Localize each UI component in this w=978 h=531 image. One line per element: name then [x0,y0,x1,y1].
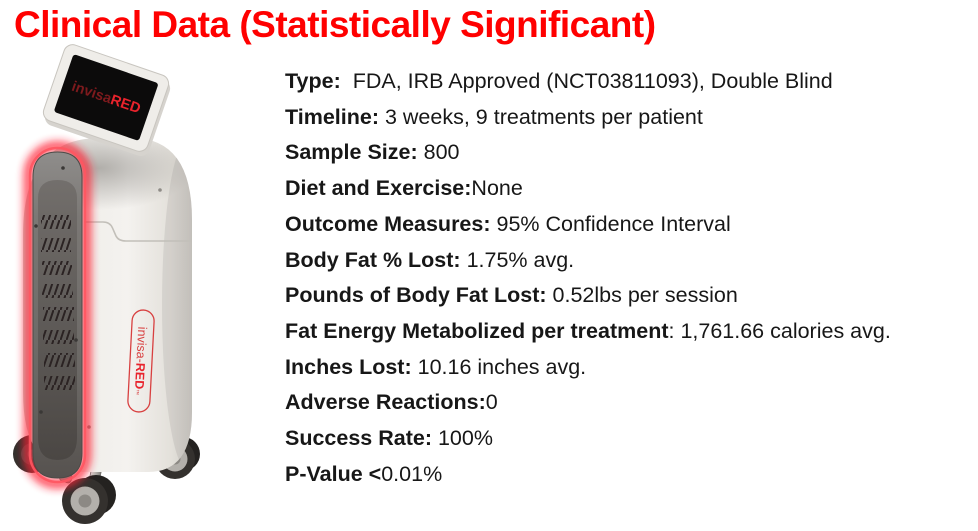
fact-row-timeline: Timeline: 3 weeks, 9 treatments per pati… [285,100,975,136]
fact-row-sample-size: Sample Size: 800 [285,135,975,171]
fact-label: Fat Energy Metabolized per treatment [285,318,669,343]
fact-row-fat-energy: Fat Energy Metabolized per treatment: 1,… [285,314,975,350]
device-illustration: invisaRED invisa-RED™ [13,44,200,524]
body-seam-line [84,221,192,242]
fact-value: 800 [417,140,460,165]
red-glow-inner [28,146,87,484]
fact-row-pounds-lost: Pounds of Body Fat Lost: 0.52lbs per ses… [285,278,975,314]
fact-label: Pounds of Body Fat Lost: [285,283,547,308]
fact-value: : 1,761.66 calories avg. [668,318,891,343]
vent-slats [41,215,75,390]
fact-row-diet-exercise: Diet and Exercise:None [285,171,975,207]
fact-label: Outcome Measures: [285,211,491,236]
side-logo: invisa-RED™ [127,309,155,413]
tablet: invisaRED [42,44,171,157]
fact-label: Type: [285,69,341,93]
device-photo: invisaRED invisa-RED™ [0,40,290,526]
fact-value: 3 weeks, 9 treatments per patient [379,104,703,129]
fact-label: Adverse Reactions: [285,390,486,415]
fact-row-outcome-measures: Outcome Measures: 95% Confidence Interva… [285,207,975,243]
fact-label: Success Rate: [285,426,432,451]
fact-value: None [471,176,523,201]
fact-label: P-Value < [285,461,382,486]
fact-row-adverse-reactions: Adverse Reactions:0 [285,385,975,421]
fact-label: Sample Size: [285,140,418,165]
fact-row-p-value: P-Value <0.01% [285,457,975,493]
fact-value: 1.75% avg. [460,247,575,272]
fact-value: FDA, IRB Approved (NCT03811093), Double … [340,69,833,93]
fact-value: 95% Confidence Interval [490,211,731,236]
tablet-screen [54,54,158,141]
fact-value: 0.52lbs per session [546,283,738,308]
fact-value: 100% [432,426,493,451]
side-logo-outline [127,309,155,413]
fact-value: 0 [485,390,498,415]
page-title: Clinical Data (Statistically Significant… [14,4,656,45]
fact-label: Diet and Exercise: [285,176,472,201]
side-logo-text: invisa-RED™ [132,326,150,395]
fact-value: 0.01% [381,461,443,486]
fact-row-success-rate: Success Rate: 100% [285,421,975,457]
fact-label: Body Fat % Lost: [285,247,461,272]
panel-screws [34,166,78,414]
fact-row-inches-lost: Inches Lost: 10.16 inches avg. [285,350,975,386]
clinical-facts-list: Type: FDA, IRB Approved (NCT03811093), D… [285,64,975,492]
fact-row-body-fat-pct: Body Fat % Lost: 1.75% avg. [285,243,975,279]
fact-row-type: Type: FDA, IRB Approved (NCT03811093), D… [285,64,975,100]
fact-label: Timeline: [285,104,379,129]
fact-label: Inches Lost: [285,354,412,379]
red-glow-accent [24,142,91,488]
fact-value: 10.16 inches avg. [411,354,587,379]
